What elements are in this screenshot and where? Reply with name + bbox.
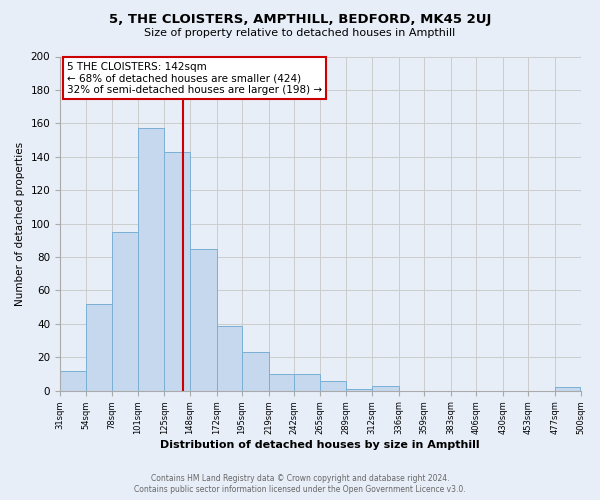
Bar [60,370,86,390]
Bar [242,352,269,391]
Bar [138,128,164,390]
Text: 5 THE CLOISTERS: 142sqm
← 68% of detached houses are smaller (424)
32% of semi-d: 5 THE CLOISTERS: 142sqm ← 68% of detache… [67,62,322,94]
Text: Size of property relative to detached houses in Ampthill: Size of property relative to detached ho… [145,28,455,38]
Text: 5, THE CLOISTERS, AMPTHILL, BEDFORD, MK45 2UJ: 5, THE CLOISTERS, AMPTHILL, BEDFORD, MK4… [109,12,491,26]
Y-axis label: Number of detached properties: Number of detached properties [15,142,25,306]
Bar [217,326,242,390]
Bar [164,152,190,390]
Bar [346,389,372,390]
Bar [112,232,138,390]
Bar [320,380,346,390]
Bar [190,248,217,390]
Bar [555,388,580,390]
Bar [372,386,398,390]
Bar [269,374,294,390]
Text: Contains HM Land Registry data © Crown copyright and database right 2024.
Contai: Contains HM Land Registry data © Crown c… [134,474,466,494]
Bar [294,374,320,390]
X-axis label: Distribution of detached houses by size in Ampthill: Distribution of detached houses by size … [160,440,480,450]
Bar [86,304,112,390]
